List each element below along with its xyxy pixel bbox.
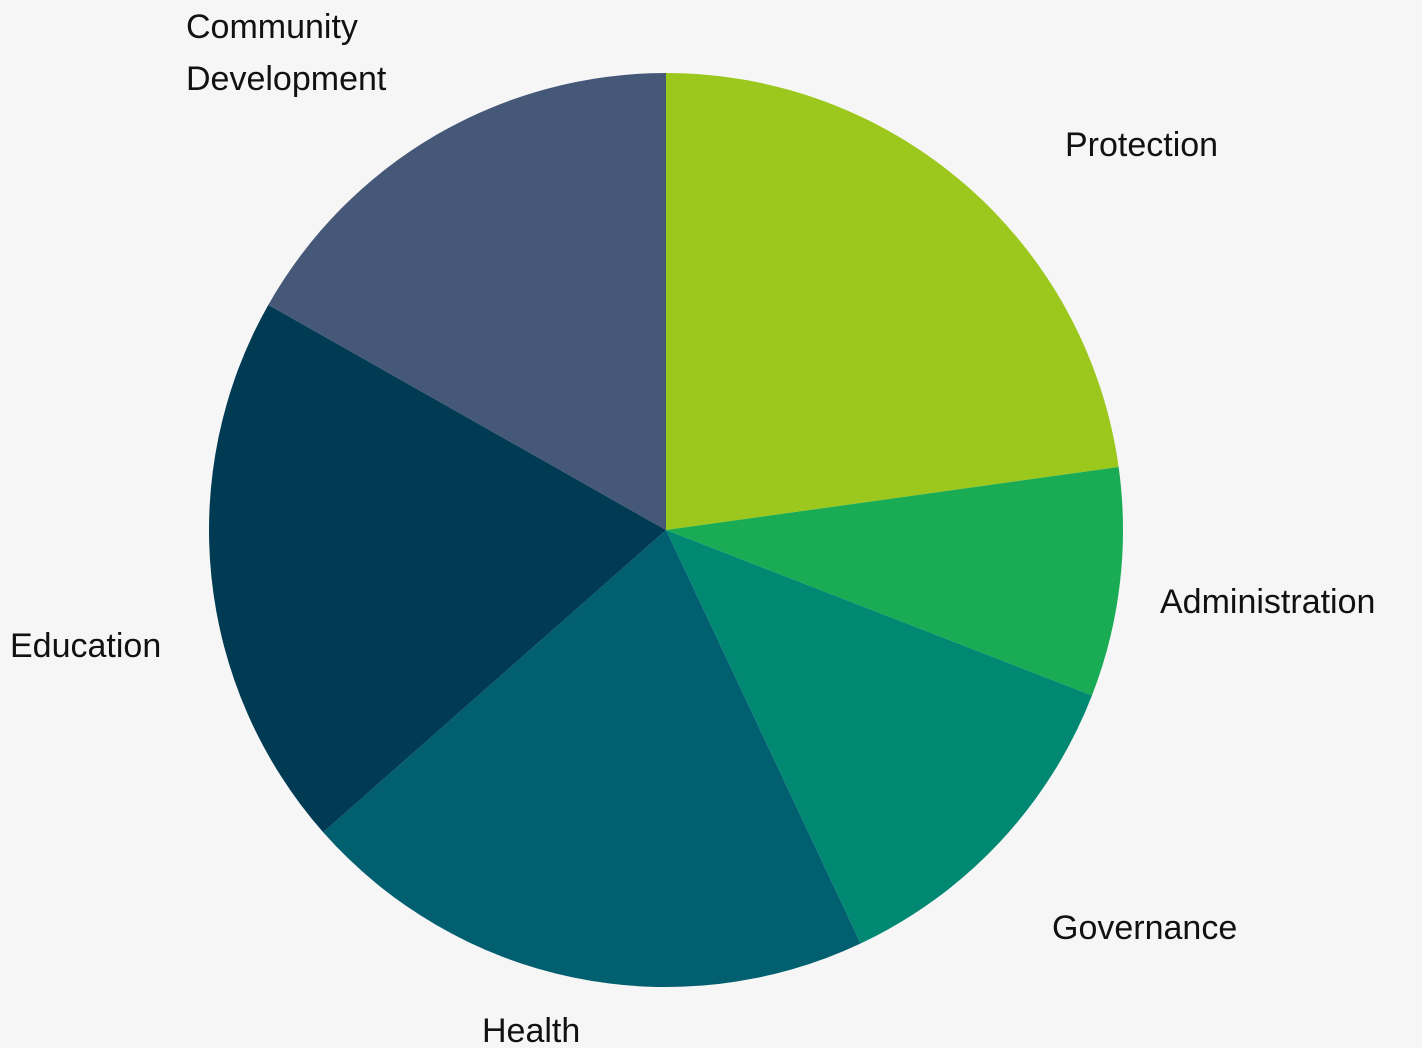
label-governance: Governance [1052,909,1237,947]
slices-layer [209,73,1124,988]
slice-education [209,304,666,833]
slice-protection [666,73,1119,530]
slice-community-development [268,73,666,530]
labels-layer: Protection Administration Governance Health… [10,8,1375,1048]
label-health: Health [482,1012,580,1048]
label-community-development: Community Development [186,8,387,98]
slice-administration [666,467,1124,696]
slice-health [323,530,861,988]
label-administration: Administration [1160,583,1375,621]
slice-governance [666,530,1092,944]
label-protection: Protection [1065,126,1218,164]
label-education: Education [10,627,161,665]
